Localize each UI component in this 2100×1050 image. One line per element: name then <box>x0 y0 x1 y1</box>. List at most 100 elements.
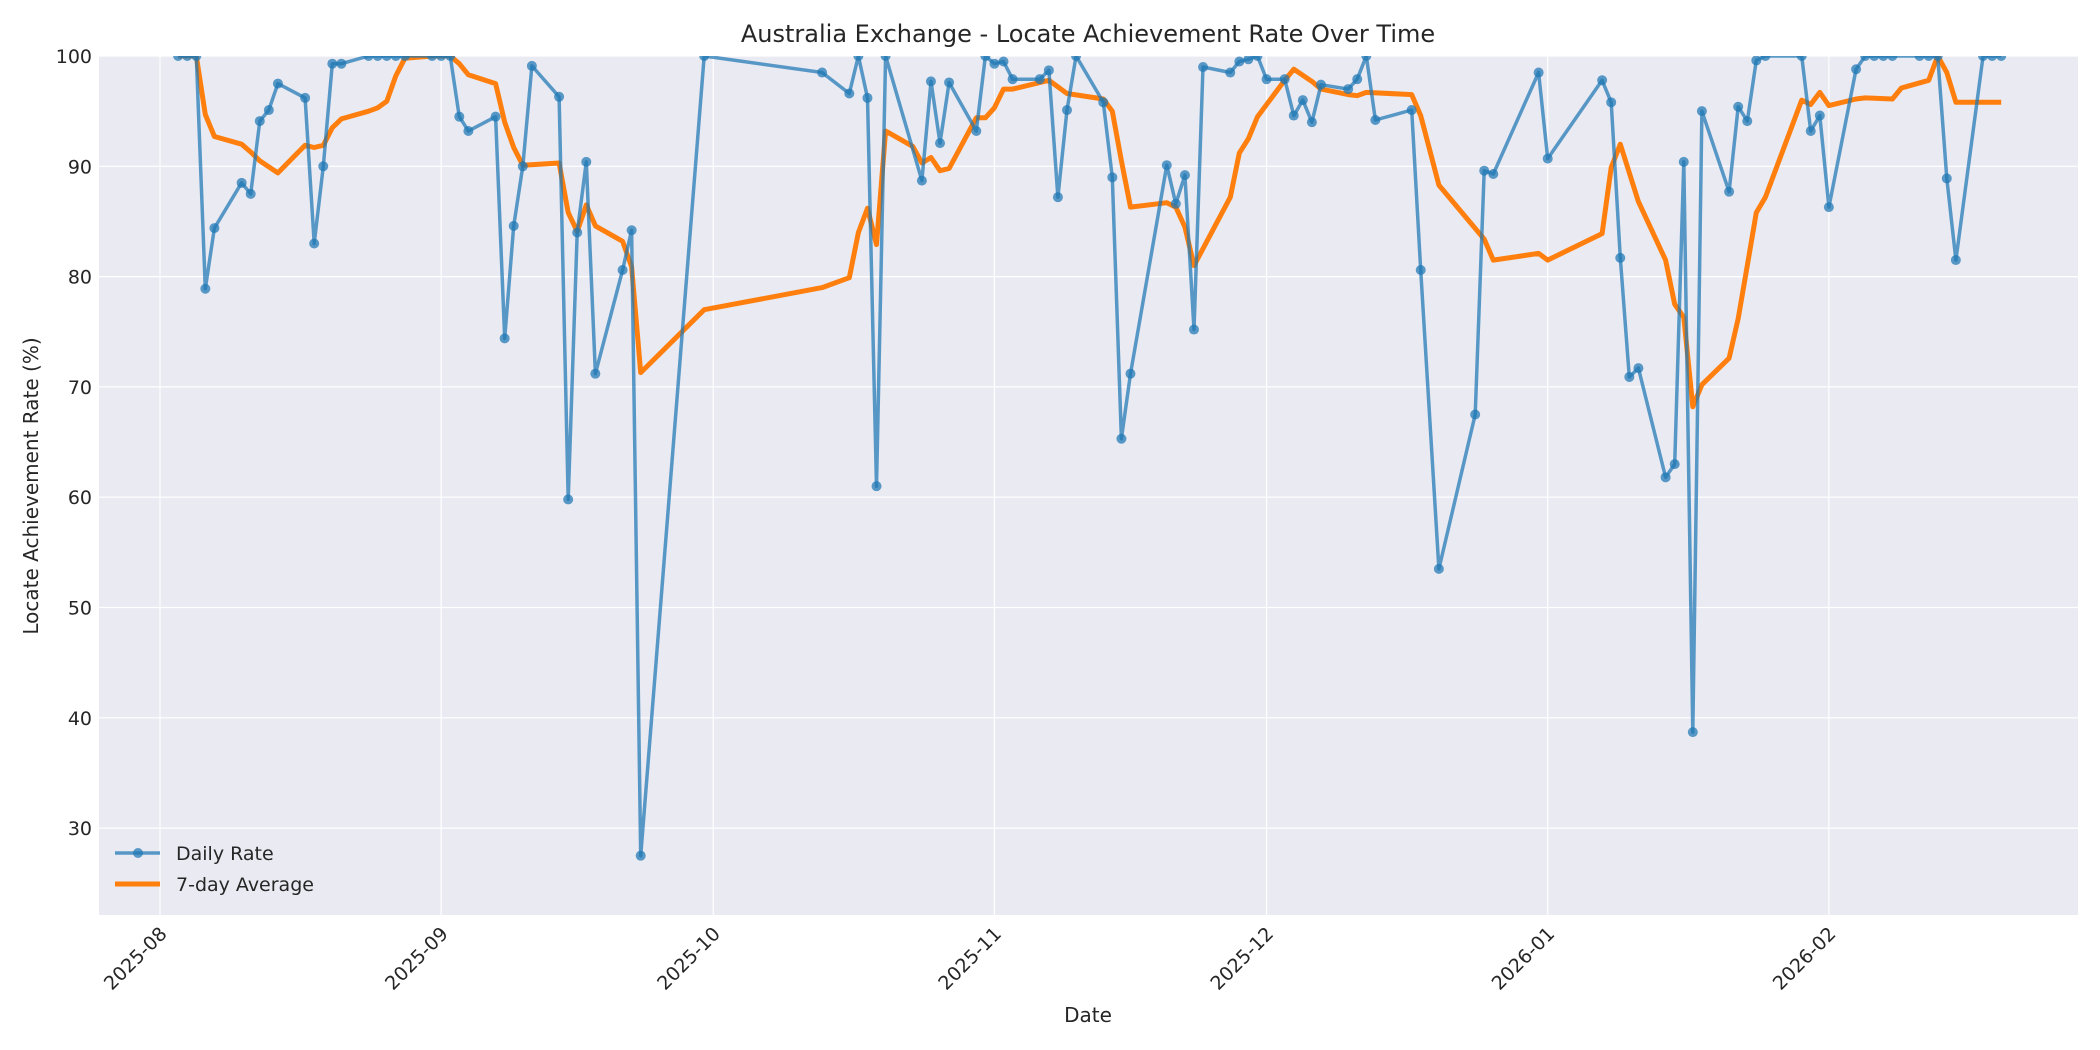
daily-point-marker <box>853 56 864 61</box>
daily-point-marker <box>699 56 710 61</box>
daily-point-marker <box>1860 56 1871 61</box>
daily-point-marker <box>300 92 311 103</box>
daily-point-marker <box>173 56 184 61</box>
x-tick-label: 2025-11 <box>934 923 1006 995</box>
daily-point-marker <box>1170 198 1181 209</box>
daily-point-marker <box>1696 106 1707 117</box>
daily-point-marker <box>508 220 519 231</box>
x-tick-label: 2025-09 <box>381 923 453 995</box>
daily-point-marker <box>880 56 891 61</box>
daily-point-marker <box>1470 409 1481 420</box>
daily-point-marker <box>327 58 338 69</box>
daily-point-marker <box>1751 56 1762 66</box>
daily-point-marker <box>635 850 646 861</box>
x-axis-label: Date <box>1064 1003 1112 1027</box>
daily-point-marker <box>1624 371 1635 382</box>
daily-point-marker <box>1225 67 1236 78</box>
daily-point-marker <box>1687 727 1698 738</box>
daily-point-marker <box>263 105 274 116</box>
daily-point-marker <box>1343 84 1354 95</box>
daily-point-marker <box>372 56 383 61</box>
daily-point-marker <box>1288 110 1299 121</box>
plot-area <box>99 56 2078 915</box>
y-tick-label: 80 <box>68 267 92 289</box>
y-tick-label: 100 <box>56 46 92 68</box>
daily-point-marker <box>1851 64 1862 75</box>
legend-avg-label: 7-day Average <box>176 874 314 896</box>
daily-point-marker <box>1823 202 1834 213</box>
daily-point-marker <box>245 188 256 199</box>
daily-point-marker <box>935 138 946 149</box>
daily-point-marker <box>1887 56 1898 61</box>
daily-point-marker <box>1724 186 1735 197</box>
daily-point-marker <box>1243 56 1254 65</box>
daily-markers <box>173 56 2007 861</box>
daily-point-marker <box>182 56 193 61</box>
daily-point-marker <box>1878 56 1889 61</box>
daily-point-marker <box>427 56 438 61</box>
y-tick-label: 30 <box>68 818 92 840</box>
daily-point-marker <box>1669 459 1680 470</box>
daily-point-marker <box>1098 97 1109 108</box>
daily-point-marker <box>1370 114 1381 125</box>
daily-point-marker <box>1869 56 1880 61</box>
daily-point-marker <box>980 56 991 61</box>
x-tick-label: 2025-12 <box>1206 923 1278 995</box>
daily-point-marker <box>1062 105 1072 116</box>
daily-point-marker <box>390 56 401 61</box>
daily-point-marker <box>1987 56 1998 61</box>
daily-point-marker <box>1660 472 1671 483</box>
daily-point-marker <box>454 111 465 122</box>
daily-point-marker <box>272 78 283 89</box>
legend: Daily Rate 7-day Average <box>115 843 314 896</box>
y-tick-label: 90 <box>68 156 92 178</box>
y-tick-label: 60 <box>68 487 92 509</box>
daily-point-marker <box>563 494 574 505</box>
daily-point-marker <box>817 67 828 78</box>
daily-point-marker <box>1043 65 1054 76</box>
daily-point-marker <box>1361 56 1372 61</box>
daily-point-marker <box>254 116 265 127</box>
daily-point-marker <box>871 481 882 492</box>
daily-point-marker <box>1814 110 1825 121</box>
daily-point-marker <box>1261 74 1272 85</box>
daily-point-marker <box>590 368 601 379</box>
x-tick-label: 2025-08 <box>100 923 172 995</box>
daily-point-marker <box>381 56 392 61</box>
daily-point-marker <box>1252 56 1263 61</box>
daily-point-marker <box>236 177 247 188</box>
daily-point-marker <box>1606 97 1617 108</box>
daily-point-marker <box>1071 56 1082 61</box>
daily-point-marker <box>191 56 202 61</box>
daily-point-marker <box>1597 75 1608 86</box>
daily-point-marker <box>200 283 211 294</box>
daily-point-marker <box>1415 264 1426 275</box>
daily-point-marker <box>554 91 565 102</box>
daily-point-marker <box>1179 170 1190 181</box>
daily-point-marker <box>572 227 583 238</box>
daily-point-marker <box>1914 56 1925 61</box>
daily-point-marker <box>916 175 927 186</box>
daily-point-marker <box>463 126 474 137</box>
daily-point-marker <box>1978 56 1989 61</box>
daily-point-marker <box>1533 67 1544 78</box>
daily-point-marker <box>1633 363 1644 374</box>
daily-point-marker <box>944 77 955 88</box>
y-tick-label: 50 <box>68 598 92 620</box>
daily-point-marker <box>1125 368 1136 379</box>
daily-point-marker <box>971 126 982 137</box>
daily-point-marker <box>1007 74 1018 85</box>
daily-point-marker <box>989 58 1000 69</box>
daily-point-marker <box>1406 105 1417 116</box>
daily-point-marker <box>1950 255 1961 266</box>
chart-title: Australia Exchange - Locate Achievement … <box>741 20 1435 48</box>
daily-point-marker <box>399 56 410 61</box>
daily-point-marker <box>1116 433 1127 444</box>
daily-point-marker <box>1760 56 1771 61</box>
daily-point-marker <box>581 156 592 167</box>
daily-point-marker <box>617 264 628 275</box>
daily-point-marker <box>490 111 501 122</box>
daily-point-marker <box>1188 324 1199 335</box>
daily-point-marker <box>517 161 528 172</box>
